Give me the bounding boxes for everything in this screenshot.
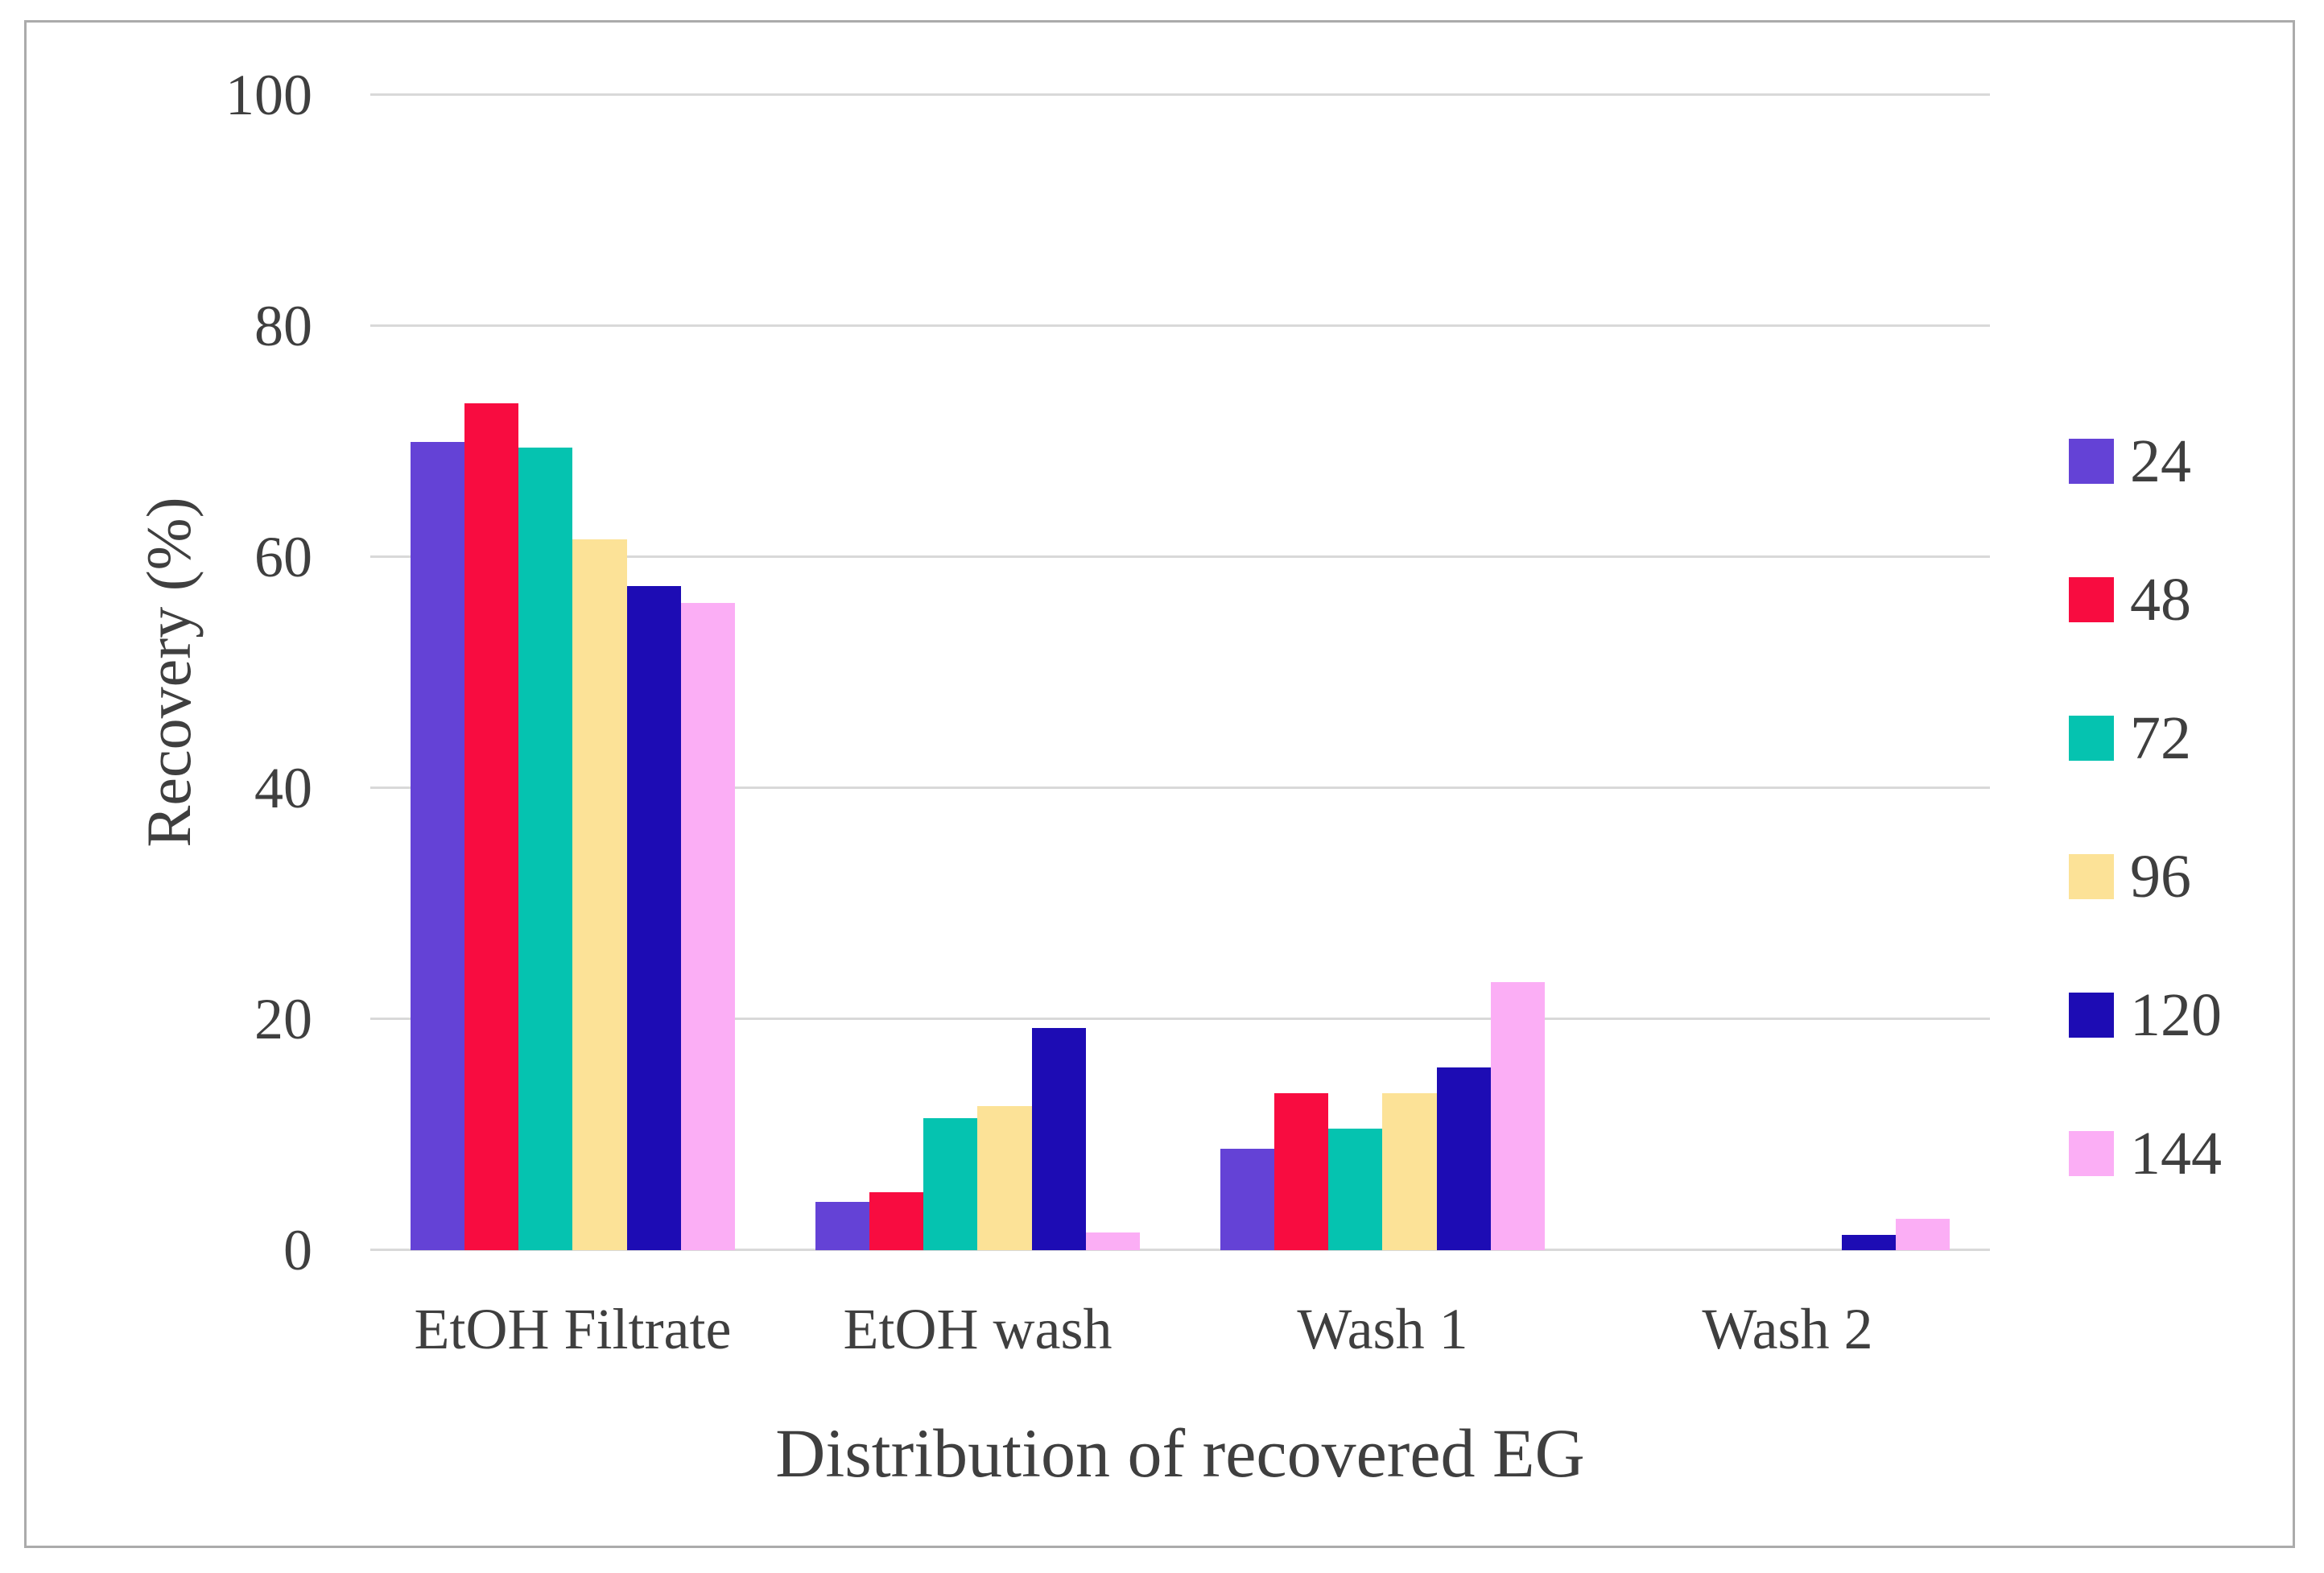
bar-series-96 (977, 1105, 1032, 1250)
y-tick-label: 100 (225, 63, 312, 127)
bar-series-72 (1328, 1129, 1383, 1250)
category-label: Wash 1 (1297, 1297, 1468, 1361)
bar-series-48 (869, 1192, 924, 1250)
gridline (370, 1018, 1990, 1020)
x-axis-title: Distribution of recovered EG (775, 1414, 1585, 1492)
legend-swatch (2069, 577, 2114, 622)
bar-series-144 (1895, 1219, 1950, 1250)
bar-series-72 (923, 1118, 978, 1250)
bar-series-48 (1274, 1092, 1329, 1250)
bar-series-72 (518, 447, 573, 1250)
bar-series-96 (572, 539, 627, 1250)
legend-item: 72 (2069, 708, 2191, 769)
legend-swatch (2069, 993, 2114, 1038)
legend-item: 24 (2069, 431, 2191, 492)
category-label: EtOH wash (843, 1297, 1112, 1361)
bar-series-120 (1031, 1028, 1086, 1250)
bar-series-24 (815, 1201, 870, 1250)
bar-group (815, 95, 1140, 1250)
bar-series-120 (1436, 1067, 1491, 1250)
legend-label: 24 (2130, 427, 2191, 495)
legend-label: 96 (2130, 843, 2191, 910)
gridline (370, 93, 1990, 96)
bar-series-48 (464, 403, 519, 1250)
bar-series-144 (1490, 982, 1545, 1250)
legend-label: 120 (2130, 981, 2222, 1049)
y-tick-label: 20 (254, 987, 312, 1051)
category-label: Wash 2 (1702, 1297, 1873, 1361)
bar-series-120 (1841, 1235, 1896, 1250)
legend-label: 48 (2130, 566, 2191, 634)
legend: 24 48 72 96 120 144 (2069, 0, 2310, 1573)
y-tick-label: 60 (254, 525, 312, 589)
bar-group (1220, 95, 1545, 1250)
y-tick-label: 40 (254, 756, 312, 820)
bar-series-144 (680, 603, 735, 1250)
bar-series-144 (1085, 1232, 1140, 1250)
legend-swatch (2069, 854, 2114, 899)
chart-outer-frame (24, 20, 2295, 1548)
legend-swatch (2069, 439, 2114, 484)
bar-group (1625, 95, 1950, 1250)
legend-item: 144 (2069, 1123, 2222, 1184)
bar-series-120 (626, 585, 681, 1250)
bar-series-24 (411, 441, 465, 1250)
plot-area (370, 93, 1990, 1251)
legend-label: 144 (2130, 1120, 2222, 1187)
gridline (370, 786, 1990, 789)
category-label: EtOH Filtrate (414, 1297, 732, 1361)
legend-swatch (2069, 1131, 2114, 1176)
y-axis-title: Recovery (%) (134, 497, 204, 848)
y-tick-label: 80 (254, 294, 312, 358)
gridline (370, 1249, 1990, 1251)
bar-series-96 (1382, 1092, 1437, 1250)
legend-label: 72 (2130, 704, 2191, 772)
legend-swatch (2069, 716, 2114, 761)
legend-item: 120 (2069, 985, 2222, 1046)
legend-item: 48 (2069, 569, 2191, 630)
gridline (370, 555, 1990, 558)
gridline (370, 324, 1990, 327)
legend-item: 96 (2069, 846, 2191, 907)
y-tick-label: 0 (283, 1218, 312, 1282)
bar-series-24 (1220, 1148, 1275, 1250)
bar-group (411, 95, 735, 1250)
